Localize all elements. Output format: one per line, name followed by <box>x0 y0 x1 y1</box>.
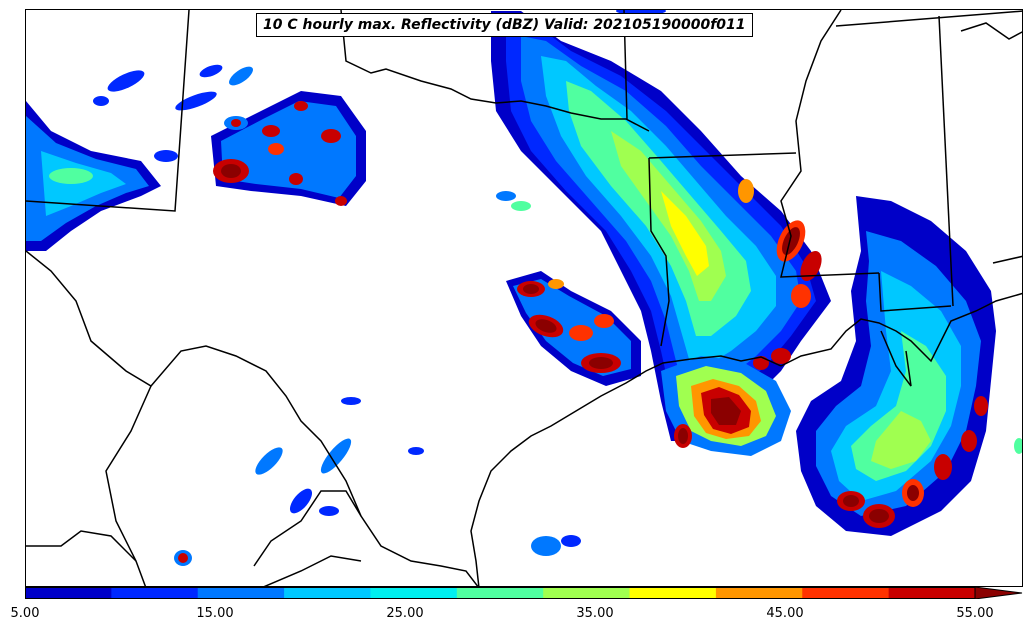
boundary-rio-grande <box>26 250 479 586</box>
colorbar-tick-label: 45.00 <box>766 606 804 621</box>
colorbar-segment <box>284 587 371 599</box>
coastline-delta <box>880 330 912 387</box>
colorbar-tick-label: 15.00 <box>196 606 234 621</box>
echo-scattered <box>93 10 666 566</box>
boundary-ms-al <box>938 15 954 307</box>
boundary-ar-la <box>648 152 797 159</box>
boundary-ne <box>835 10 1022 27</box>
echo-houston-core <box>661 356 791 456</box>
coastline-louisiana <box>780 292 1022 367</box>
colorbar-segment <box>25 587 112 599</box>
boundary-mississippi <box>780 10 880 278</box>
reflectivity-map <box>26 10 1022 586</box>
colorbar-segment <box>629 587 717 599</box>
colorbar-tick-label: 5.00 <box>10 606 40 621</box>
colorbar-tick-label: 55.00 <box>956 606 994 621</box>
echo-louisiana-cluster <box>796 196 1022 536</box>
echo-nw-edge <box>26 101 161 251</box>
colorbar-segment <box>543 587 631 599</box>
boundary-mexico-4 <box>263 555 362 586</box>
boundary-nm-tx <box>26 10 190 212</box>
map-title: 10 C hourly max. Reflectivity (dBZ) Vali… <box>256 13 753 37</box>
colorbar-extend-arrow <box>974 587 1023 599</box>
colorbar-tick-label: 35.00 <box>576 606 614 621</box>
echo-border-cells <box>738 179 822 370</box>
echo-panhandle <box>211 91 366 206</box>
boundary-east <box>992 255 1022 264</box>
boundary-tx-la <box>648 157 670 347</box>
colorbar <box>25 587 1023 599</box>
boundary-ms-la-south <box>878 272 952 312</box>
map-boundaries <box>26 10 1022 586</box>
boundary-red-river <box>340 10 650 132</box>
colorbar-segment <box>715 587 803 599</box>
colorbar-segment <box>111 587 199 599</box>
echo-main-band <box>491 11 831 441</box>
colorbar-segment <box>197 587 285 599</box>
boundary-mexico-2 <box>26 530 137 562</box>
colorbar-tick-label: 25.00 <box>386 606 424 621</box>
colorbar-segment <box>802 587 890 599</box>
coastline-texas <box>470 355 782 586</box>
boundary-mexico-3 <box>253 490 362 567</box>
map-frame <box>25 9 1023 587</box>
colorbar-segment <box>456 587 544 599</box>
echo-central-texas <box>506 271 641 386</box>
colorbar-outline <box>25 587 976 599</box>
reflectivity-echoes <box>26 10 1022 566</box>
colorbar-segment <box>370 587 458 599</box>
coastline-ms <box>960 22 1022 40</box>
colorbar-segment <box>888 587 976 599</box>
boundary-mexico-1 <box>105 385 152 586</box>
